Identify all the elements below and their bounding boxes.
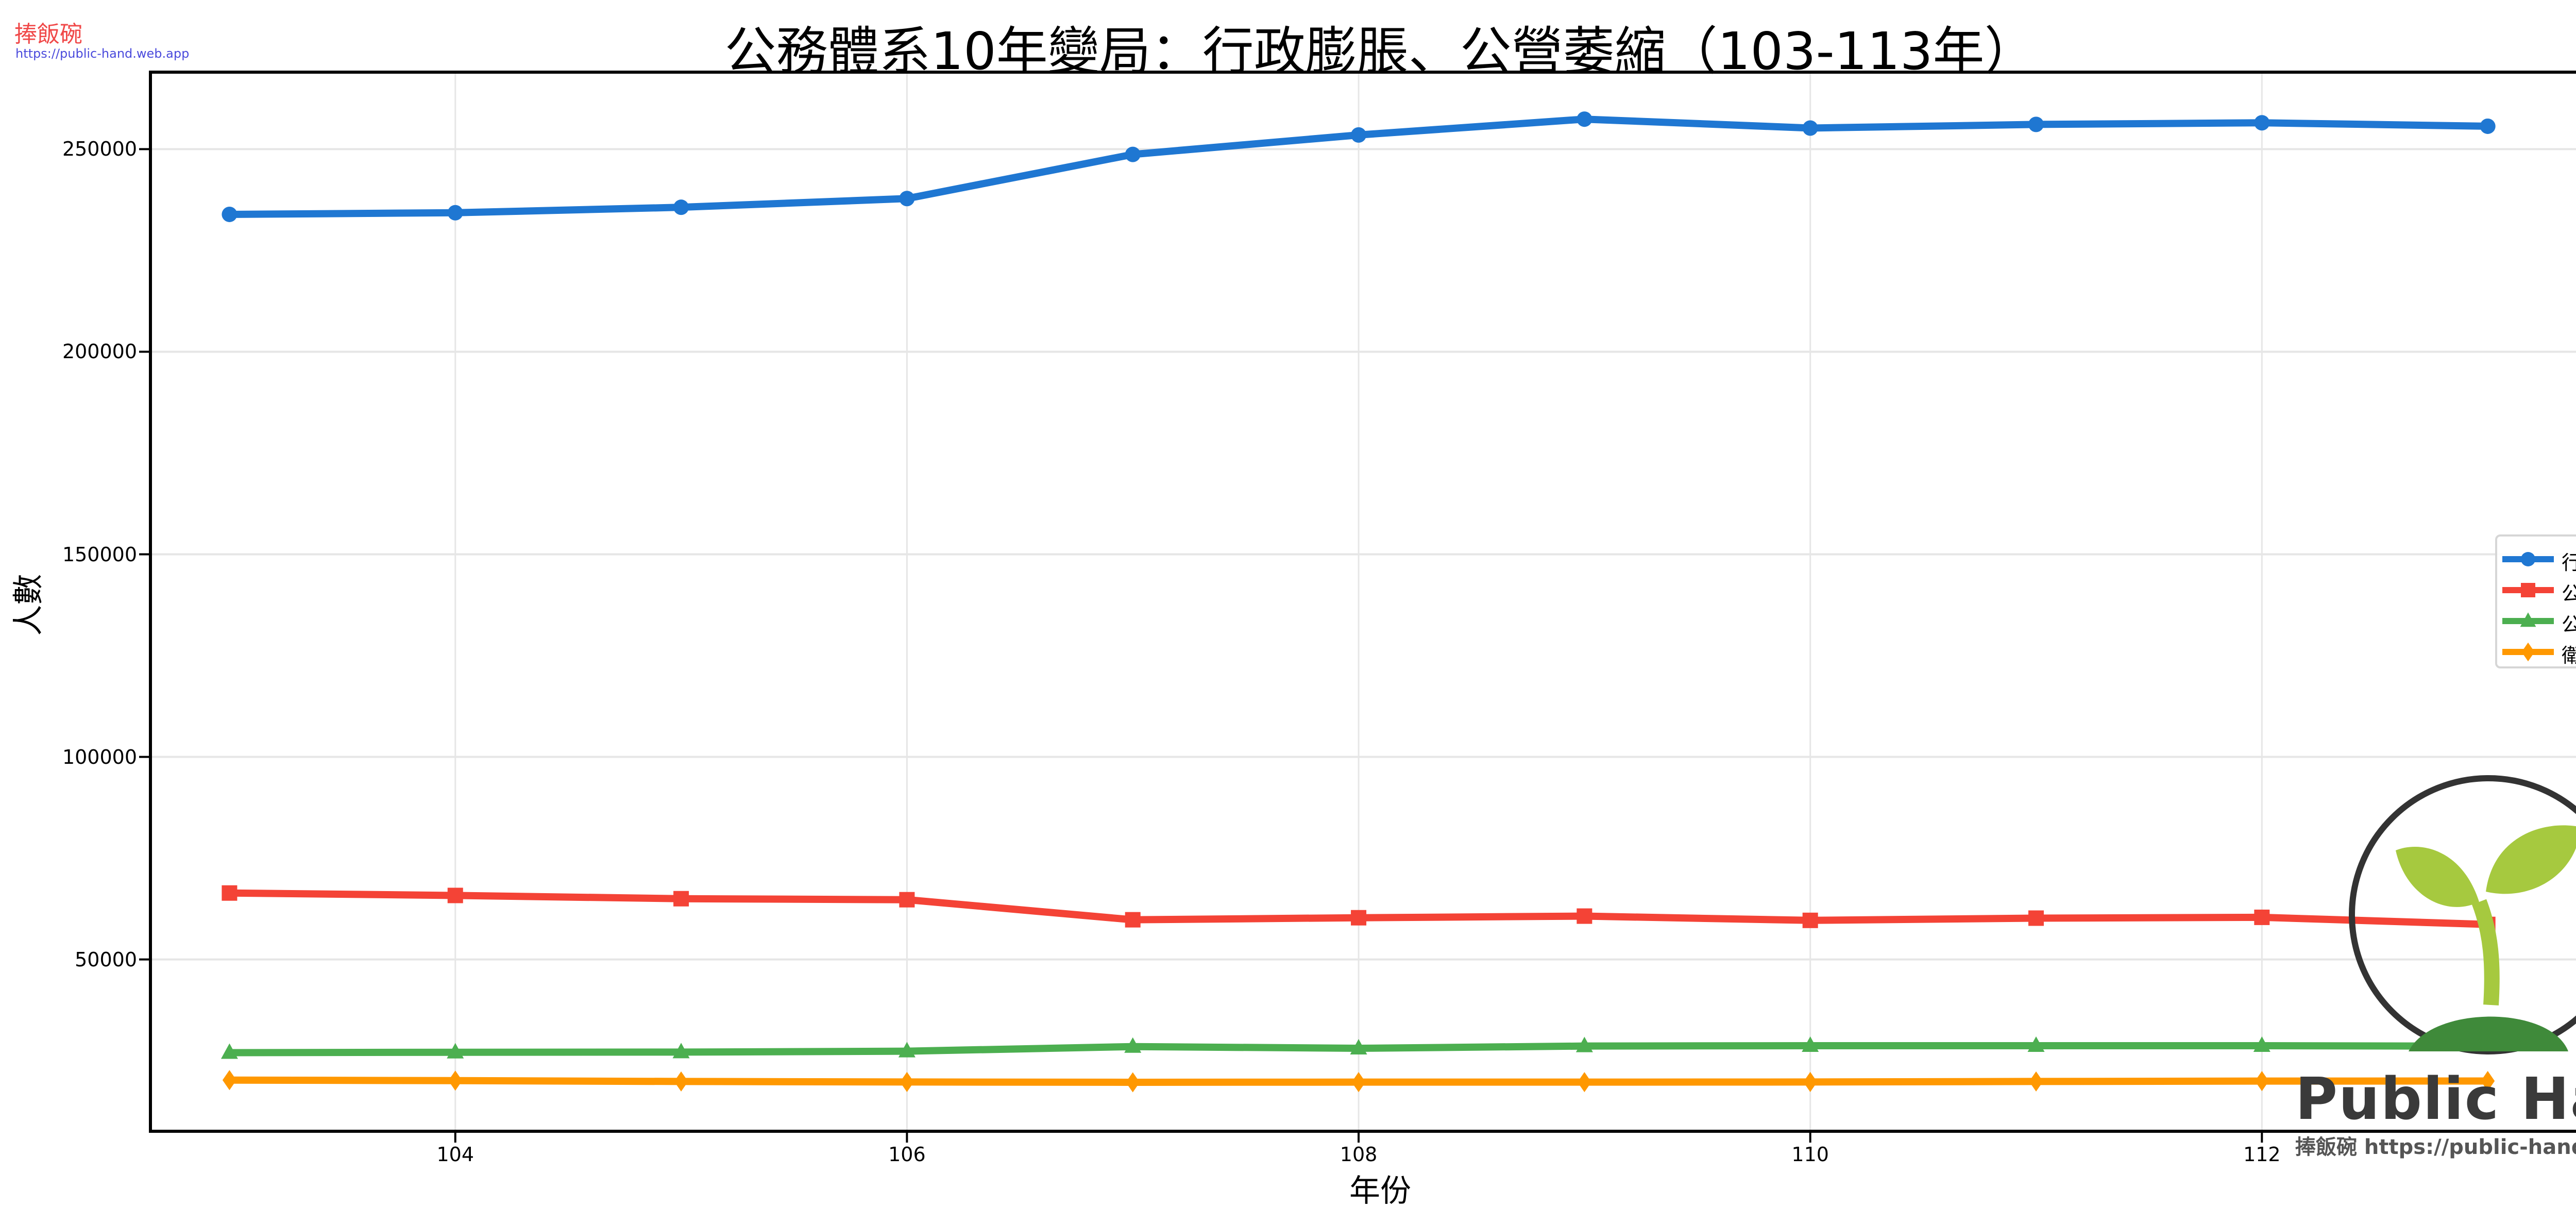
data-point-marker	[2254, 115, 2270, 131]
x-axis-label: 年份	[1349, 1173, 1411, 1209]
data-point-marker	[1126, 1072, 1140, 1093]
data-point-marker	[447, 205, 463, 221]
x-tick-label: 106	[888, 1143, 926, 1166]
logo-text: Public Hand	[2295, 1066, 2576, 1133]
data-point-marker	[672, 1043, 690, 1059]
data-point-marker	[1802, 120, 1818, 136]
data-point-marker	[1351, 910, 1367, 926]
circle-marker-icon	[2502, 552, 2554, 566]
data-point-marker	[1350, 1038, 1367, 1054]
watermark-url: https://public-hand.web.app	[15, 46, 190, 61]
soil-mound-icon	[2409, 1016, 2568, 1051]
data-point-marker	[1125, 146, 1141, 162]
data-point-marker	[1124, 1037, 1142, 1053]
x-tick-label: 112	[2243, 1143, 2281, 1166]
y-axis-label: 人數	[10, 574, 47, 636]
square-marker-icon	[2502, 583, 2554, 597]
legend-item: 公營事業	[2497, 575, 2576, 606]
data-point-marker	[447, 1043, 464, 1059]
data-point-marker	[1577, 908, 1592, 924]
data-point-marker	[1575, 1036, 1593, 1052]
logo-circle	[2349, 775, 2576, 1054]
y-tick-label: 50000	[75, 948, 137, 971]
legend-label: 衛生醫療	[2562, 644, 2576, 667]
axis-ticks	[139, 148, 2263, 1143]
data-point-marker	[1351, 1072, 1366, 1093]
data-series	[221, 111, 2497, 1093]
legend-item: 行政機關	[2497, 544, 2576, 575]
data-point-marker	[2255, 1071, 2269, 1092]
x-tick-label: 110	[1791, 1143, 1829, 1166]
data-point-marker	[900, 1071, 914, 1092]
sprout-leaf-left-icon	[2396, 847, 2479, 907]
data-point-marker	[222, 885, 238, 901]
y-tick-label: 200000	[62, 340, 137, 363]
legend-label: 行政機關	[2562, 551, 2576, 574]
public-hand-logo	[2349, 775, 2576, 1054]
data-point-marker	[1125, 912, 1141, 928]
data-point-marker	[899, 191, 915, 207]
axes-frame	[149, 71, 2576, 1133]
triangle-marker-icon	[2502, 612, 2554, 627]
series-line	[222, 111, 2496, 222]
x-tick-label: 104	[436, 1143, 474, 1166]
gridlines	[150, 72, 2576, 1131]
sprout-stem-icon	[2471, 899, 2500, 1006]
data-point-marker	[447, 887, 463, 903]
y-tick-label: 150000	[62, 543, 137, 566]
data-point-marker	[899, 892, 915, 908]
sprout-leaf-right-icon	[2486, 825, 2576, 894]
data-point-marker	[1802, 1036, 1819, 1052]
data-point-marker	[2029, 1071, 2043, 1092]
data-point-marker	[1803, 1071, 1818, 1092]
legend-item: 衛生醫療	[2497, 636, 2576, 667]
diamond-marker-icon	[2502, 642, 2554, 662]
data-point-marker	[2027, 1036, 2045, 1052]
legend-item: 公立學校職員	[2497, 606, 2576, 636]
data-point-marker	[222, 1070, 236, 1091]
watermark-title: 捧飯碗	[14, 21, 82, 47]
y-tick-label: 250000	[62, 138, 137, 161]
data-point-marker	[222, 206, 238, 222]
data-point-marker	[898, 1042, 916, 1058]
chart-legend: 行政機關公營事業公立學校職員衛生醫療	[2495, 534, 2576, 668]
data-point-marker	[673, 199, 689, 215]
data-point-marker	[673, 891, 689, 907]
data-point-marker	[1351, 127, 1367, 143]
data-point-marker	[2253, 1036, 2270, 1052]
logo-subtitle: 捧飯碗 https://public-hand.web.app	[2295, 1135, 2576, 1159]
data-point-marker	[2481, 1070, 2495, 1091]
data-point-marker	[1577, 1072, 1591, 1093]
x-tick-label: 108	[1340, 1143, 1378, 1166]
series-line	[222, 1070, 2495, 1093]
data-point-marker	[2028, 116, 2044, 132]
legend-label: 公立學校職員	[2562, 613, 2576, 636]
data-point-marker	[2254, 909, 2270, 925]
data-point-marker	[1577, 111, 1592, 127]
data-point-marker	[1802, 912, 1818, 928]
data-point-marker	[2480, 118, 2496, 134]
data-point-marker	[2028, 910, 2044, 926]
data-point-marker	[448, 1070, 463, 1091]
data-point-marker	[221, 1043, 238, 1059]
legend-label: 公營事業	[2562, 582, 2576, 605]
y-tick-label: 100000	[62, 745, 137, 768]
data-point-marker	[674, 1071, 688, 1092]
